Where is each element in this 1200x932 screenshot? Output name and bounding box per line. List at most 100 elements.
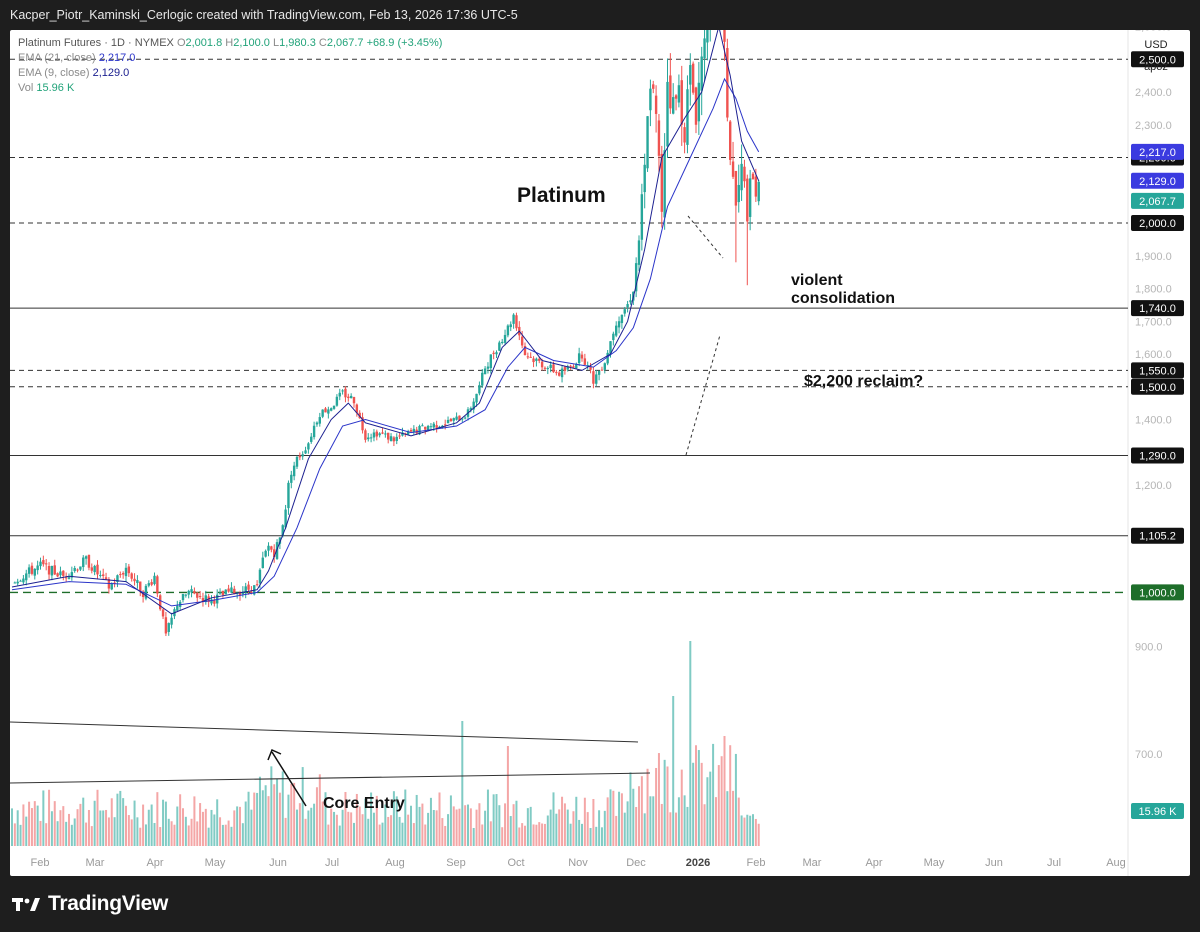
candle-body[interactable] bbox=[258, 569, 262, 584]
candle-body[interactable] bbox=[426, 425, 430, 431]
candle-body[interactable] bbox=[39, 561, 42, 567]
candle-body[interactable] bbox=[42, 560, 45, 565]
candle-body[interactable] bbox=[680, 80, 683, 125]
candle-body[interactable] bbox=[452, 418, 455, 421]
candle-body[interactable] bbox=[341, 390, 344, 392]
candle-body[interactable] bbox=[686, 89, 689, 145]
candle-body[interactable] bbox=[56, 573, 59, 577]
candle-body[interactable] bbox=[449, 418, 453, 422]
candle-body[interactable] bbox=[674, 95, 678, 99]
peak-dashed-trendline[interactable] bbox=[687, 215, 724, 259]
candle-body[interactable] bbox=[626, 304, 629, 308]
candle-body[interactable] bbox=[649, 88, 652, 111]
candle-body[interactable] bbox=[398, 435, 401, 437]
candle-body[interactable] bbox=[435, 425, 438, 428]
candle-body[interactable] bbox=[62, 570, 65, 576]
candle-body[interactable] bbox=[184, 594, 188, 596]
candle-body[interactable] bbox=[617, 321, 621, 328]
candle-body[interactable] bbox=[50, 565, 54, 576]
candle-body[interactable] bbox=[90, 567, 93, 571]
candle-body[interactable] bbox=[489, 354, 492, 369]
candle-body[interactable] bbox=[196, 592, 199, 598]
candle-body[interactable] bbox=[697, 82, 701, 122]
candle-body[interactable] bbox=[332, 405, 336, 409]
candle-body[interactable] bbox=[53, 565, 56, 575]
candle-body[interactable] bbox=[124, 567, 128, 577]
candle-body[interactable] bbox=[654, 95, 658, 114]
candle-body[interactable] bbox=[136, 580, 139, 584]
candle-body[interactable] bbox=[238, 591, 242, 596]
candle-body[interactable] bbox=[36, 565, 39, 571]
candle-body[interactable] bbox=[104, 577, 108, 580]
candle-body[interactable] bbox=[170, 617, 173, 625]
candle-body[interactable] bbox=[13, 582, 17, 584]
candle-body[interactable] bbox=[669, 75, 672, 109]
candle-body[interactable] bbox=[640, 194, 644, 240]
candle-body[interactable] bbox=[335, 396, 339, 406]
candle-body[interactable] bbox=[629, 300, 632, 303]
candle-body[interactable] bbox=[501, 341, 504, 343]
candle-body[interactable] bbox=[176, 605, 179, 611]
candle-body[interactable] bbox=[634, 263, 638, 292]
candle-body[interactable] bbox=[395, 436, 398, 441]
candle-body[interactable] bbox=[723, 30, 726, 42]
chart-title[interactable]: Platinum bbox=[517, 184, 606, 207]
candle-body[interactable] bbox=[19, 580, 22, 582]
candle-body[interactable] bbox=[535, 358, 538, 362]
candle-body[interactable] bbox=[597, 370, 601, 375]
candle-body[interactable] bbox=[672, 97, 675, 114]
candle-body[interactable] bbox=[472, 401, 475, 410]
candle-body[interactable] bbox=[555, 372, 558, 374]
candle-body[interactable] bbox=[418, 425, 421, 435]
candle-body[interactable] bbox=[538, 358, 541, 361]
candle-body[interactable] bbox=[324, 408, 327, 413]
candle-body[interactable] bbox=[746, 178, 749, 222]
legend-vol-row[interactable]: Vol 15.96 K bbox=[18, 81, 442, 96]
candle-body[interactable] bbox=[150, 582, 153, 585]
legend-ema21-row[interactable]: EMA (21, close) 2,217.0 bbox=[18, 51, 442, 66]
candle-body[interactable] bbox=[558, 372, 561, 376]
candle-body[interactable] bbox=[503, 334, 507, 343]
candle-body[interactable] bbox=[270, 546, 273, 550]
candle-body[interactable] bbox=[349, 395, 353, 399]
candle-body[interactable] bbox=[27, 567, 31, 574]
candle-body[interactable] bbox=[355, 404, 359, 413]
candle-body[interactable] bbox=[532, 358, 535, 363]
candle-body[interactable] bbox=[569, 365, 572, 367]
candle-body[interactable] bbox=[130, 573, 133, 579]
ema9-line[interactable] bbox=[11, 30, 760, 615]
candle-body[interactable] bbox=[156, 576, 159, 594]
upper-trendline[interactable] bbox=[10, 721, 639, 743]
candle-body[interactable] bbox=[526, 356, 530, 358]
candle-body[interactable] bbox=[224, 589, 227, 595]
candle-body[interactable] bbox=[603, 363, 606, 370]
candle-body[interactable] bbox=[310, 436, 313, 442]
candle-body[interactable] bbox=[429, 426, 433, 428]
ema21-line[interactable] bbox=[11, 77, 760, 607]
candle-body[interactable] bbox=[643, 164, 646, 193]
candle-body[interactable] bbox=[406, 431, 410, 435]
candle-body[interactable] bbox=[127, 566, 131, 574]
annotation-violent[interactable]: violent bbox=[791, 272, 843, 289]
candle-body[interactable] bbox=[210, 599, 213, 604]
candle-body[interactable] bbox=[321, 409, 324, 417]
candle-body[interactable] bbox=[446, 419, 450, 424]
candle-body[interactable] bbox=[743, 166, 746, 182]
candle-body[interactable] bbox=[512, 314, 515, 324]
candle-body[interactable] bbox=[159, 595, 162, 610]
candle-body[interactable] bbox=[612, 333, 615, 341]
candle-body[interactable] bbox=[213, 600, 216, 604]
candle-body[interactable] bbox=[509, 324, 512, 328]
candle-body[interactable] bbox=[729, 121, 732, 160]
candle-body[interactable] bbox=[751, 173, 755, 180]
candle-body[interactable] bbox=[652, 84, 655, 89]
candle-body[interactable] bbox=[295, 456, 299, 467]
candle-body[interactable] bbox=[204, 595, 207, 603]
candle-body[interactable] bbox=[45, 563, 48, 565]
candle-body[interactable] bbox=[99, 574, 102, 577]
candle-body[interactable] bbox=[540, 361, 544, 368]
candle-body[interactable] bbox=[198, 596, 202, 598]
candle-body[interactable] bbox=[515, 315, 518, 329]
candle-body[interactable] bbox=[401, 432, 404, 436]
candle-body[interactable] bbox=[726, 48, 729, 118]
